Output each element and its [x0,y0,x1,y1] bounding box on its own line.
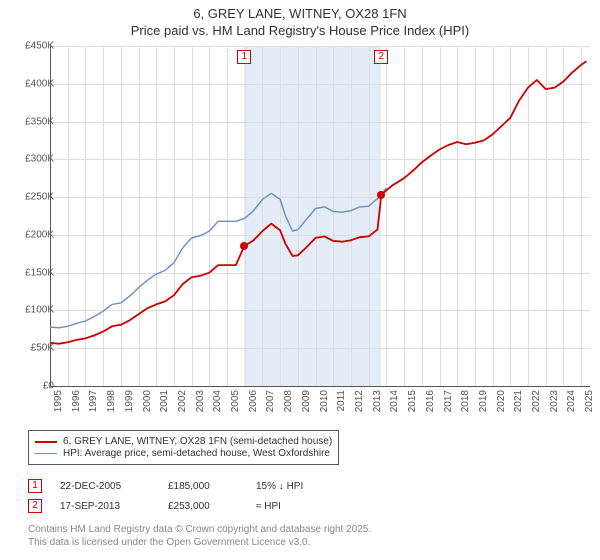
x-axis-tick-label: 1995 [53,390,64,412]
sale-price: £253,000 [168,501,238,512]
x-axis-tick-label: 2018 [460,390,471,412]
sale-marker-dot [377,191,385,199]
legend-label: 6, GREY LANE, WITNEY, OX28 1FN (semi-det… [63,436,332,447]
x-axis-tick-label: 2011 [336,390,347,412]
y-axis-tick-label: £450K [6,41,54,52]
x-axis-tick-label: 2001 [159,390,170,412]
x-axis-tick-label: 2023 [549,390,560,412]
chart-plot-area: 12 [50,46,590,386]
legend-box: 6, GREY LANE, WITNEY, OX28 1FN (semi-det… [28,430,339,465]
sale-vs-hpi: ≈ HPI [256,501,346,512]
chart-lines-svg [50,46,590,386]
x-axis-tick-label: 2003 [195,390,206,412]
sale-marker-dot [240,242,248,250]
sale-date: 17-SEP-2013 [60,501,150,512]
legend-label: HPI: Average price, semi-detached house,… [63,448,330,459]
x-axis-tick-label: 2000 [142,390,153,412]
x-axis-tick-label: 2007 [265,390,276,412]
y-axis-tick-label: £350K [6,116,54,127]
x-axis-tick-label: 2014 [389,390,400,412]
y-axis-tick-label: £150K [6,267,54,278]
x-axis-tick-label: 2016 [425,390,436,412]
x-axis-tick-label: 1996 [71,390,82,412]
sale-marker-label: 2 [374,50,388,64]
y-axis-tick-label: £400K [6,78,54,89]
x-axis-tick-label: 1998 [106,390,117,412]
sale-date: 22-DEC-2005 [60,481,150,492]
y-axis-tick-label: £300K [6,154,54,165]
x-axis-tick-label: 2019 [478,390,489,412]
x-axis-tick-label: 2006 [248,390,259,412]
x-axis-tick-label: 2020 [496,390,507,412]
y-axis-tick-label: £0 [6,381,54,392]
x-axis-tick-label: 2005 [230,390,241,412]
x-axis-tick-label: 2004 [212,390,223,412]
title-line-2: Price paid vs. HM Land Registry's House … [131,23,469,38]
title-line-1: 6, GREY LANE, WITNEY, OX28 1FN [193,6,406,21]
x-axis-tick-label: 2008 [283,390,294,412]
legend-swatch [35,453,57,454]
sale-vs-hpi: 15% ↓ HPI [256,481,346,492]
legend-item: HPI: Average price, semi-detached house,… [35,448,332,459]
sales-table: 1 22-DEC-2005 £185,000 15% ↓ HPI 2 17-SEP-201… [28,476,346,516]
x-axis-line [50,386,590,387]
footer-attribution: Contains HM Land Registry data © Crown c… [28,524,371,549]
legend-item: 6, GREY LANE, WITNEY, OX28 1FN (semi-det… [35,436,332,447]
series-property [50,61,587,344]
legend-swatch [35,441,57,443]
x-axis-tick-label: 2013 [372,390,383,412]
x-axis-tick-label: 2022 [531,390,542,412]
sale-row: 2 17-SEP-2013 £253,000 ≈ HPI [28,496,346,516]
sale-row-marker: 1 [28,479,42,493]
x-axis-tick-label: 2002 [177,390,188,412]
series-hpi [50,188,386,328]
x-axis-tick-label: 1997 [88,390,99,412]
footer-line-1: Contains HM Land Registry data © Crown c… [28,524,371,535]
sale-marker-label: 1 [237,50,251,64]
x-axis-tick-label: 2021 [513,390,524,412]
x-axis-tick-label: 2009 [301,390,312,412]
footer-line-2: This data is licensed under the Open Gov… [28,537,310,548]
y-axis-tick-label: £50K [6,343,54,354]
x-axis-tick-label: 2025 [584,390,595,412]
y-axis-tick-label: £250K [6,192,54,203]
chart-title: 6, GREY LANE, WITNEY, OX28 1FN Price pai… [0,0,600,40]
x-axis-tick-label: 2024 [566,390,577,412]
y-axis-tick-label: £200K [6,229,54,240]
x-axis-tick-label: 2010 [319,390,330,412]
sale-row-marker: 2 [28,499,42,513]
x-axis-tick-label: 2015 [407,390,418,412]
x-axis-tick-label: 2017 [443,390,454,412]
x-axis-tick-label: 1999 [124,390,135,412]
x-axis-tick-label: 2012 [354,390,365,412]
y-axis-tick-label: £100K [6,305,54,316]
sale-row: 1 22-DEC-2005 £185,000 15% ↓ HPI [28,476,346,496]
sale-price: £185,000 [168,481,238,492]
